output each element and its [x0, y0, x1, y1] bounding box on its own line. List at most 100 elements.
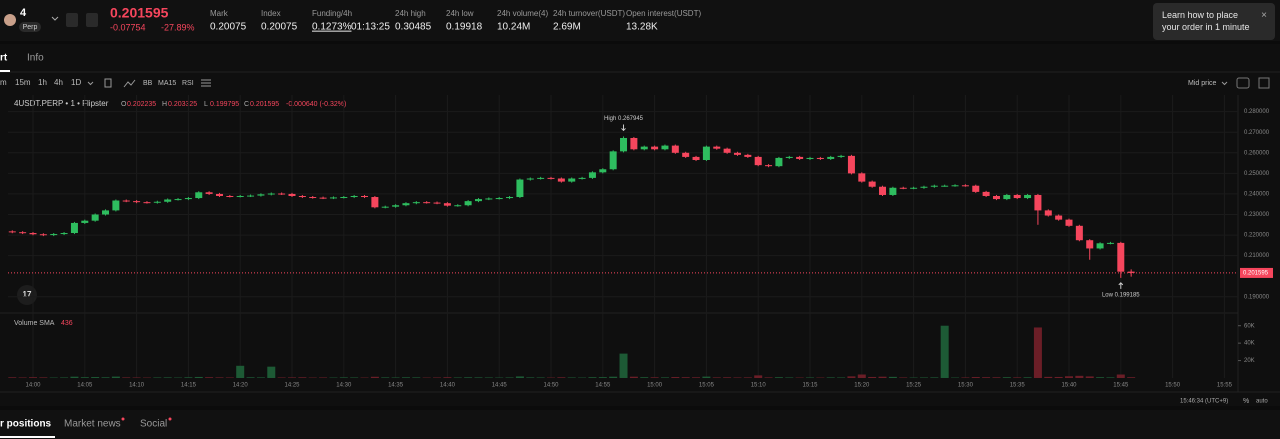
x-tick-label: 14:10: [129, 383, 145, 389]
candle-body: [288, 193, 296, 196]
indicator-icon[interactable]: [123, 79, 136, 88]
candle-body: [143, 202, 151, 204]
volume-bar: [971, 377, 980, 378]
candle-body: [50, 234, 58, 236]
tab[interactable]: Info: [27, 53, 44, 64]
volume-bar: [764, 377, 773, 378]
fullscreen-icon[interactable]: [1258, 77, 1270, 89]
volume-bar: [1023, 377, 1032, 378]
percent-toggle[interactable]: %: [1243, 398, 1249, 405]
volume-bar: [1116, 374, 1125, 378]
candle-body: [506, 197, 514, 199]
interval[interactable]: 1D: [71, 78, 81, 87]
stat-value: 0.30485: [395, 22, 432, 33]
x-tick-label: 14:00: [25, 383, 41, 389]
icon-button[interactable]: [86, 13, 98, 27]
volume-bar: [754, 375, 763, 378]
price-type-chevron[interactable]: [1221, 81, 1228, 86]
list-icon[interactable]: [201, 79, 211, 87]
interval[interactable]: 15m: [15, 78, 31, 87]
volume-bar: [567, 377, 576, 378]
candle-body: [951, 185, 959, 187]
icon-button[interactable]: [66, 13, 78, 27]
volume-bar: [184, 377, 193, 378]
candle-icon[interactable]: [104, 78, 112, 88]
auto-toggle[interactable]: auto: [1256, 399, 1268, 405]
stat-label: 24h high: [395, 9, 426, 18]
contract: Perp: [23, 24, 38, 31]
x-tick-label: 14:15: [181, 383, 197, 389]
chart-title: 4USDT.PERP • 1 • Flipster: [14, 99, 109, 108]
candle-body: [153, 201, 161, 203]
candle-body: [858, 173, 866, 182]
notice-dot: [168, 417, 172, 421]
volume-bar: [60, 377, 69, 378]
price-type[interactable]: Mid price: [1188, 80, 1217, 87]
candle-body: [8, 231, 16, 233]
candle-body: [464, 201, 472, 206]
candle-body: [775, 157, 783, 167]
candle-body: [889, 187, 897, 195]
candle-body: [1096, 243, 1104, 249]
candle-body: [412, 202, 420, 204]
indicator[interactable]: BB: [143, 80, 153, 87]
bottom-tab[interactable]: Social: [140, 419, 167, 430]
notice-dot: [121, 417, 125, 421]
indicator[interactable]: MA15: [158, 80, 176, 87]
interval[interactable]: 1h: [38, 78, 47, 87]
y-tick-label: 0.230000: [1244, 212, 1270, 218]
volume-bar: [629, 376, 638, 378]
volume-bar: [319, 377, 328, 378]
stat-value: 10.24M: [497, 22, 530, 33]
candle-body: [992, 195, 1000, 200]
candle-body: [630, 137, 638, 150]
volume-bar: [1075, 375, 1084, 378]
chevron[interactable]: [51, 16, 59, 21]
ohlc-key: H: [162, 101, 167, 108]
volume-bar: [101, 377, 110, 378]
symbol: 4: [20, 7, 27, 19]
volume-bar: [277, 377, 286, 378]
candle-body: [102, 210, 110, 215]
volume-bar: [723, 377, 732, 378]
candle-body: [1117, 242, 1125, 272]
candle-body: [837, 155, 845, 157]
interval[interactable]: m: [0, 78, 7, 87]
candle-body: [578, 177, 586, 179]
x-tick-label: 15:40: [1061, 383, 1077, 389]
camera-icon[interactable]: [1236, 77, 1250, 89]
stat-value: 0.20075: [261, 22, 298, 33]
candle-body: [816, 157, 824, 159]
x-tick-label: 14:35: [388, 383, 404, 389]
interval-chevron[interactable]: [87, 81, 94, 86]
volume-bar: [785, 377, 794, 378]
x-tick-label: 15:15: [802, 383, 818, 389]
bottom-tab[interactable]: r positions: [0, 419, 52, 430]
candle-body: [205, 192, 213, 194]
candle-body: [215, 193, 223, 196]
candle-body: [682, 152, 690, 157]
volume-bar: [919, 377, 928, 378]
price-change-pct: -27.89%: [161, 22, 195, 32]
candle-body: [340, 197, 348, 199]
interval[interactable]: 4h: [54, 78, 63, 87]
toast[interactable]: Learn how to place your order in 1 minut…: [1153, 3, 1275, 40]
bottom-tab[interactable]: Market news: [64, 419, 121, 430]
volume-bar: [288, 377, 296, 378]
candle-body: [226, 195, 234, 197]
toast-close[interactable]: ×: [1261, 10, 1267, 21]
candle-body: [920, 186, 928, 188]
candle-body: [174, 199, 182, 201]
tab[interactable]: rt: [0, 53, 8, 64]
volume-bar: [401, 377, 410, 378]
ohlc-key: O: [121, 101, 127, 108]
candle-body: [723, 148, 731, 153]
header-bar: [0, 0, 1280, 41]
volume-bar: [111, 376, 120, 378]
candle-body: [899, 187, 907, 189]
candle-body: [236, 195, 244, 197]
candle-body: [1044, 210, 1052, 216]
stat-extra: 01:13:25: [351, 22, 390, 33]
indicator[interactable]: RSI: [182, 80, 194, 87]
volume-bar: [878, 376, 887, 378]
